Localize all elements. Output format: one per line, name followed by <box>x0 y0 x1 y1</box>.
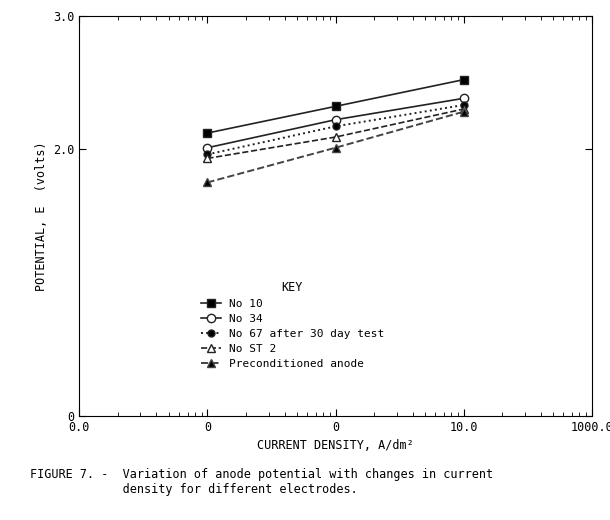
Y-axis label: POTENTIAL, E  (volts): POTENTIAL, E (volts) <box>35 141 48 291</box>
X-axis label: CURRENT DENSITY, A/dm²: CURRENT DENSITY, A/dm² <box>257 439 414 452</box>
Legend: No 10, No 34, No 67 after 30 day test, No ST 2, Preconditioned anode: No 10, No 34, No 67 after 30 day test, N… <box>198 277 387 373</box>
Text: FIGURE 7. -  Variation of anode potential with changes in current
             d: FIGURE 7. - Variation of anode potential… <box>30 468 493 496</box>
